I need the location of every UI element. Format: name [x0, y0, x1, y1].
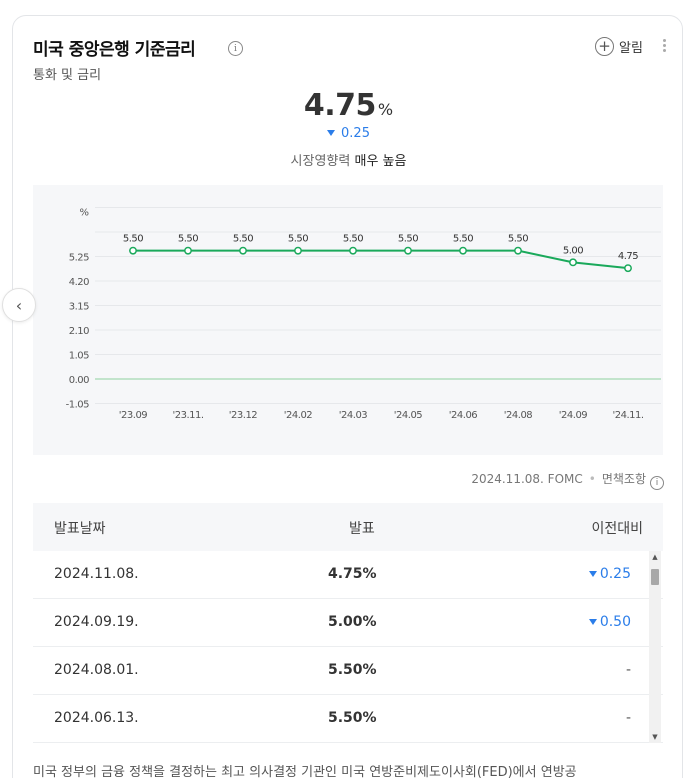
current-value-unit: %: [377, 100, 394, 119]
down-triangle-icon: [588, 571, 597, 577]
current-value: 4.75%: [13, 88, 684, 123]
x-tick-label: '24.05: [394, 410, 423, 421]
series-line: [133, 249, 629, 270]
data-label: 4.75: [618, 251, 638, 262]
y-tick-label: 5.25: [69, 253, 89, 264]
data-point: [459, 246, 467, 255]
x-tick-label: '24.06: [449, 410, 478, 421]
y-tick-label: 3.15: [69, 302, 89, 313]
data-point: [514, 246, 522, 255]
data-point: [404, 246, 412, 255]
row-value: 5.50%: [328, 662, 377, 678]
y-tick-label: 2.10: [69, 326, 89, 337]
market-impact-label: 시장영향력: [290, 154, 351, 169]
chart-footnote: 2024.11.08. FOMC • 면책조항 i: [13, 470, 664, 490]
market-impact-level: 매우 높음: [354, 154, 407, 169]
table-header: 발표날짜 발표 이전대비: [33, 503, 663, 551]
table-row: 2024.06.13. 5.50% -: [33, 695, 663, 743]
row-value: 5.00%: [328, 614, 377, 630]
rate-chart-svg: % 5.25 4.20 3.15 2.10 1.05 0.00 -1.05 '23.09 '23.…: [66, 207, 661, 421]
x-tick-label: '24.02: [284, 410, 313, 421]
data-point: [184, 246, 192, 255]
row-change: 0.25: [588, 566, 631, 582]
data-label: 5.50: [178, 234, 198, 245]
row-change: -: [625, 710, 631, 726]
scroll-thumb[interactable]: [651, 569, 659, 585]
y-unit-label: %: [79, 208, 89, 219]
interest-rate-card: 미국 중앙은행 기준금리 i 통화 및 금리 + 알림 4.75% 0.25 시…: [12, 15, 683, 778]
data-label: 5.50: [123, 234, 143, 245]
data-point: [624, 264, 632, 273]
y-tick-label: 4.20: [69, 277, 89, 288]
x-tick-label: '24.03: [339, 410, 368, 421]
description-text: 미국 정부의 금융 정책을 결정하는 최고 의사결정 기관인 미국 연방준비제도…: [33, 765, 577, 778]
scroll-up-arrow-icon[interactable]: ▲: [652, 553, 658, 561]
table-row: 2024.08.01. 5.50% -: [33, 647, 663, 695]
card-subtitle: 통화 및 금리: [33, 68, 102, 83]
alert-label: 알림: [619, 41, 643, 56]
x-tick-label: '23.11.: [172, 410, 203, 421]
row-value: 5.50%: [328, 710, 377, 726]
header-date: 발표날짜: [54, 521, 106, 537]
down-triangle-icon: [588, 619, 597, 625]
current-value-number: 4.75: [303, 88, 377, 123]
footnote-date-source: 2024.11.08. FOMC: [471, 472, 583, 486]
table-body[interactable]: 2024.11.08. 4.75% 0.25 2024.09.19. 5.00%…: [33, 551, 663, 743]
previous-button[interactable]: ‹: [2, 288, 36, 322]
x-tick-label: '24.11.: [612, 410, 643, 421]
row-change-amount: 0.50: [599, 614, 631, 630]
row-change-amount: 0.25: [599, 566, 631, 582]
data-label: 5.50: [288, 234, 308, 245]
table-row: 2024.09.19. 5.00% 0.50: [33, 599, 663, 647]
row-date: 2024.09.19.: [54, 614, 139, 630]
info-icon[interactable]: i: [228, 41, 243, 56]
header-change: 이전대비: [591, 521, 643, 537]
plus-icon: +: [595, 37, 614, 56]
row-date: 2024.08.01.: [54, 662, 139, 678]
data-label: 5.00: [563, 245, 583, 256]
disclaimer-link[interactable]: 면책조항: [601, 472, 646, 486]
data-point: [294, 246, 302, 255]
data-label: 5.50: [508, 234, 528, 245]
row-date: 2024.11.08.: [54, 566, 139, 582]
data-point: [349, 246, 357, 255]
rate-chart: % 5.25 4.20 3.15 2.10 1.05 0.00 -1.05 '23.09 '23.…: [33, 185, 663, 455]
data-point: [239, 246, 247, 255]
x-tick-label: '23.09: [119, 410, 148, 421]
x-tick-label: '24.08: [504, 410, 533, 421]
y-tick-label: -1.05: [66, 400, 90, 411]
card-title: 미국 중앙은행 기준금리: [33, 40, 196, 60]
y-tick-label: 1.05: [69, 351, 89, 362]
data-label: 5.50: [233, 234, 253, 245]
data-label: 5.50: [453, 234, 473, 245]
x-tick-label: '23.12: [229, 410, 258, 421]
data-label: 5.50: [398, 234, 418, 245]
row-change: 0.50: [588, 614, 631, 630]
market-impact: 시장영향력 매우 높음: [13, 150, 684, 169]
row-date: 2024.06.13.: [54, 710, 139, 726]
data-point: [569, 258, 577, 267]
chevron-left-icon: ‹: [15, 295, 23, 315]
header-value: 발표: [349, 521, 375, 537]
more-options-icon[interactable]: [659, 37, 669, 55]
data-label: 5.50: [343, 234, 363, 245]
down-triangle-icon: [327, 130, 336, 136]
value-change-amount: 0.25: [341, 126, 370, 141]
value-change: 0.25: [13, 126, 684, 141]
data-point: [129, 246, 137, 255]
scroll-down-arrow-icon[interactable]: ▼: [652, 733, 658, 741]
row-value: 4.75%: [328, 566, 377, 582]
x-tick-label: '24.09: [559, 410, 588, 421]
disclaimer-info-icon[interactable]: i: [650, 476, 664, 490]
table-scrollbar[interactable]: ▲ ▼: [649, 551, 661, 743]
row-change: -: [625, 662, 631, 678]
table-row: 2024.11.08. 4.75% 0.25: [33, 551, 663, 599]
alert-button[interactable]: + 알림: [595, 37, 643, 56]
y-tick-label: 0.00: [69, 375, 89, 386]
